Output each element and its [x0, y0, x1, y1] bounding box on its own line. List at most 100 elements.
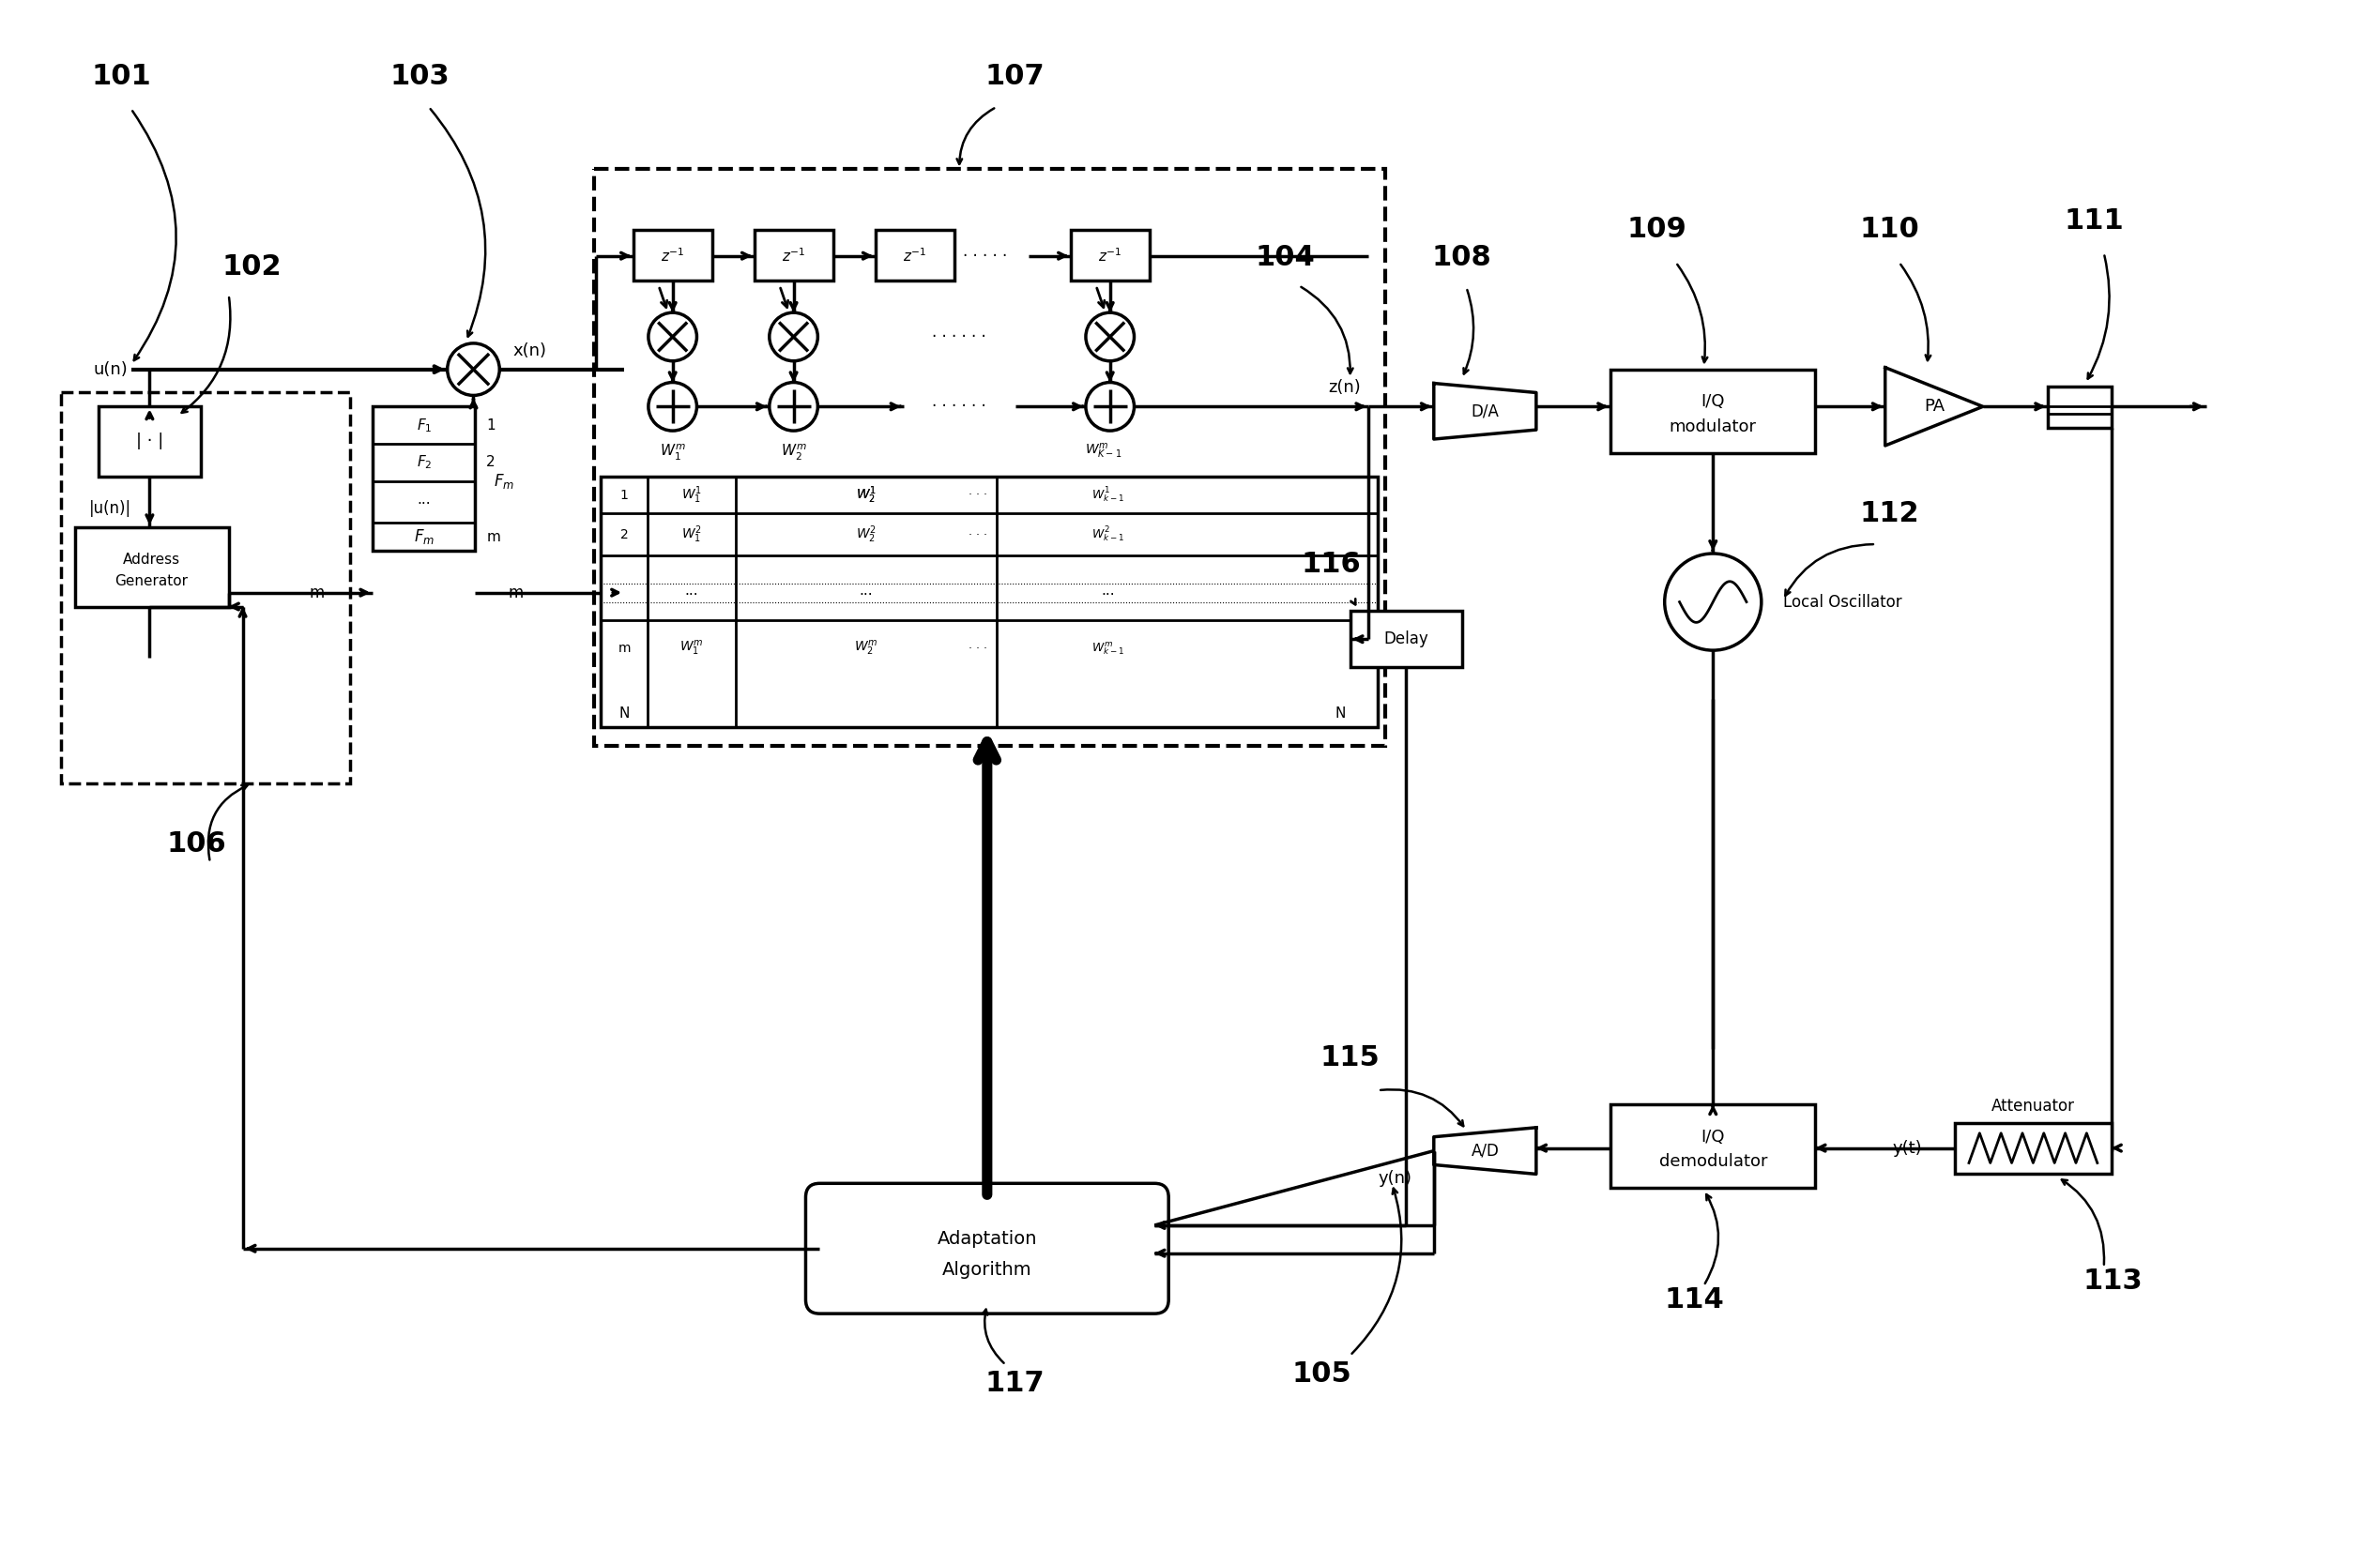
Text: $W_2^m$: $W_2^m$ [781, 443, 807, 463]
Text: m: m [309, 584, 324, 601]
Text: 107: 107 [985, 62, 1045, 90]
Text: y(n): y(n) [1378, 1171, 1411, 1187]
Text: Local Oscillator: Local Oscillator [1783, 593, 1902, 610]
Text: $z^{-1}$: $z^{-1}$ [662, 248, 685, 265]
Text: · · · · · ·: · · · · · · [933, 328, 985, 345]
Text: · · ·: · · · [969, 643, 988, 655]
Text: ...: ... [859, 584, 873, 598]
Text: D/A: D/A [1471, 403, 1499, 420]
Text: $F_1$: $F_1$ [416, 417, 431, 434]
Circle shape [647, 383, 697, 431]
Text: $W_2^1$: $W_2^1$ [857, 485, 876, 505]
Text: 1: 1 [621, 488, 628, 502]
Bar [1349, 612, 1461, 668]
Circle shape [769, 313, 819, 361]
Text: y(t): y(t) [1892, 1140, 1923, 1157]
Text: 113: 113 [2082, 1267, 2142, 1295]
Bar [1611, 369, 1816, 452]
Text: x(n): x(n) [512, 342, 547, 359]
Text: $F_m$: $F_m$ [495, 471, 514, 491]
Text: demodulator: demodulator [1659, 1154, 1768, 1171]
Text: 102: 102 [221, 254, 281, 280]
Text: 110: 110 [1859, 217, 1921, 243]
Bar [1954, 1123, 2111, 1174]
Text: · · ·: · · · [969, 528, 988, 541]
Text: 108: 108 [1433, 245, 1492, 271]
Bar [374, 406, 476, 551]
Text: Generator: Generator [114, 575, 188, 589]
Text: A/D: A/D [1471, 1142, 1499, 1159]
Text: $z^{-1}$: $z^{-1}$ [1097, 248, 1121, 265]
Text: ...: ... [685, 584, 697, 598]
Text: Address: Address [124, 553, 181, 567]
Text: $F_2$: $F_2$ [416, 454, 431, 471]
Text: $W_2^1$: $W_2^1$ [857, 485, 876, 505]
Bar [62, 392, 350, 784]
Text: 116: 116 [1302, 551, 1361, 578]
Text: $F_m$: $F_m$ [414, 527, 436, 547]
Polygon shape [1433, 1128, 1535, 1174]
Circle shape [1085, 383, 1135, 431]
Circle shape [1664, 553, 1761, 651]
Text: 2: 2 [621, 528, 628, 542]
Polygon shape [1885, 367, 1983, 446]
Text: 111: 111 [2063, 208, 2125, 234]
Bar [1611, 1104, 1816, 1188]
Text: 1: 1 [486, 418, 495, 432]
Text: $z^{-1}$: $z^{-1}$ [902, 248, 926, 265]
Text: 103: 103 [390, 62, 450, 90]
Text: N: N [1335, 706, 1347, 720]
Text: Adaptation: Adaptation [938, 1230, 1038, 1248]
Text: PA: PA [1923, 398, 1944, 415]
Text: 101: 101 [93, 62, 152, 90]
Text: $W_1^m$: $W_1^m$ [659, 443, 685, 463]
Text: m: m [619, 641, 631, 655]
Text: ...: ... [416, 493, 431, 507]
Text: u(n): u(n) [93, 361, 129, 378]
Text: Attenuator: Attenuator [1992, 1098, 2075, 1115]
Text: $W_1^2$: $W_1^2$ [681, 525, 702, 545]
Text: | · |: | · | [136, 432, 164, 449]
Text: 106: 106 [167, 830, 226, 858]
Text: |u(n)|: |u(n)| [88, 500, 131, 517]
Text: Algorithm: Algorithm [942, 1261, 1033, 1279]
Bar [98, 406, 200, 477]
Text: 105: 105 [1292, 1360, 1352, 1388]
Text: $W_{k-1}^1$: $W_{k-1}^1$ [1092, 485, 1123, 505]
Text: $W_1^m$: $W_1^m$ [678, 640, 702, 658]
Bar [876, 229, 954, 280]
Text: N: N [619, 706, 631, 720]
Bar [754, 229, 833, 280]
Text: m: m [507, 584, 524, 601]
Text: $z^{-1}$: $z^{-1}$ [781, 248, 804, 265]
Text: 2: 2 [486, 455, 495, 469]
Text: $W_2^m$: $W_2^m$ [854, 640, 878, 658]
Text: · · · · · ·: · · · · · · [933, 398, 985, 415]
Text: ...: ... [1102, 584, 1114, 598]
Text: I/Q: I/Q [1702, 1128, 1726, 1145]
Text: 104: 104 [1254, 245, 1314, 271]
Bar [600, 477, 1378, 728]
Bar [1071, 229, 1150, 280]
Bar [2049, 386, 2111, 428]
Text: z(n): z(n) [1328, 380, 1361, 397]
Text: 109: 109 [1628, 217, 1687, 243]
Text: I/Q: I/Q [1702, 393, 1726, 410]
Text: 117: 117 [985, 1369, 1045, 1397]
Text: $W_{K-1}^m$: $W_{K-1}^m$ [1085, 441, 1121, 460]
Text: modulator: modulator [1668, 418, 1756, 435]
Text: Delay: Delay [1383, 630, 1428, 647]
Polygon shape [1433, 383, 1535, 438]
FancyBboxPatch shape [807, 1183, 1169, 1314]
Bar [76, 528, 228, 607]
Text: $W_1^1$: $W_1^1$ [681, 485, 702, 505]
Circle shape [647, 313, 697, 361]
Text: · · ·: · · · [969, 489, 988, 500]
Text: $W_{k-1}^m$: $W_{k-1}^m$ [1092, 640, 1123, 657]
Text: $W_2^2$: $W_2^2$ [857, 525, 876, 545]
Text: 115: 115 [1321, 1044, 1380, 1072]
Circle shape [447, 344, 500, 395]
Bar [595, 169, 1385, 747]
Text: · · · · ·: · · · · · [964, 248, 1007, 265]
Text: $W_{k-1}^2$: $W_{k-1}^2$ [1092, 525, 1123, 544]
